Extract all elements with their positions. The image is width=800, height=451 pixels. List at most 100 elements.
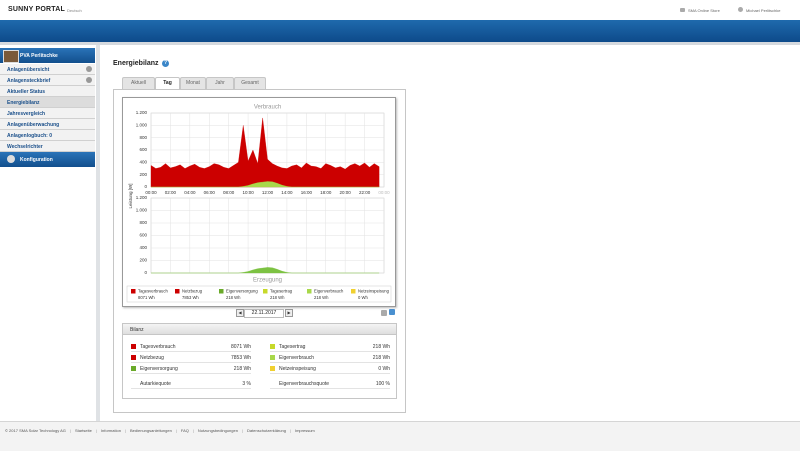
balance-swatch bbox=[131, 344, 136, 349]
menu-label: Anlagenlogbuch: 0 bbox=[7, 133, 52, 139]
balance-value: 8071 Wh bbox=[230, 344, 251, 350]
user-menu[interactable]: Michael Perlitschke bbox=[746, 8, 781, 13]
menu-item[interactable]: Aktueller Status bbox=[0, 86, 95, 97]
balance-row: Netzeinspeisung 0 Wh bbox=[270, 363, 390, 374]
x-tick-label: 00:00 bbox=[378, 190, 390, 195]
tab[interactable]: Monat bbox=[180, 77, 206, 89]
balance-label: Eigenversorgung bbox=[140, 366, 178, 372]
x-tick-label: 12:00 bbox=[262, 190, 274, 195]
language-select[interactable]: Deutsch bbox=[67, 8, 82, 13]
legend-label: Netzbezug bbox=[182, 289, 203, 294]
plant-photo bbox=[3, 50, 19, 63]
balance-header[interactable]: Bilanz bbox=[123, 324, 396, 335]
menu-item[interactable]: Wechselrichter bbox=[0, 141, 95, 152]
next-day[interactable]: ▶ bbox=[285, 309, 293, 317]
page-title: Energiebilanz bbox=[113, 60, 159, 67]
legend-value: 218 Wh bbox=[226, 295, 241, 300]
menu-label: Jahresvergleich bbox=[7, 111, 46, 117]
balance-row: Netzbezug 7853 Wh bbox=[131, 352, 251, 363]
balance-value: 0 Wh bbox=[378, 366, 390, 372]
footer-link[interactable]: Information bbox=[92, 428, 121, 433]
footer: © 2017 SMA Solar Technology AGStartseite… bbox=[0, 421, 800, 451]
footer-link[interactable]: FAQ bbox=[172, 428, 189, 433]
y-tick-label: 400 bbox=[139, 160, 147, 165]
export-icon[interactable] bbox=[389, 309, 395, 315]
y-tick-label: 1.000 bbox=[136, 123, 148, 128]
footer-link[interactable]: Nutzungsbedingungen bbox=[189, 428, 238, 433]
y-tick-label: 600 bbox=[139, 147, 147, 152]
store-link[interactable]: SMA Online Store bbox=[688, 8, 720, 13]
y-tick-label: 200 bbox=[139, 172, 147, 177]
balance-row: Eigenverbrauchsquote 100 % bbox=[270, 378, 390, 389]
balance-title: Bilanz bbox=[130, 327, 144, 333]
menu-item[interactable]: Anlagensteckbrief bbox=[0, 75, 95, 86]
tab[interactable]: Gesamt bbox=[234, 77, 266, 89]
y-tick-label: 0 bbox=[144, 270, 147, 275]
menu-item[interactable]: Anlagenüberwachung bbox=[0, 119, 95, 130]
tab[interactable]: Jahr bbox=[206, 77, 234, 89]
legend-value: 7853 Wh bbox=[182, 295, 199, 300]
x-tick-label: 10:00 bbox=[242, 190, 254, 195]
footer-link[interactable]: Startseite bbox=[66, 428, 92, 433]
date-field[interactable]: 22.11.2017 bbox=[244, 309, 284, 318]
header-band bbox=[0, 20, 800, 42]
balance-label: Tagesertrag bbox=[279, 344, 306, 350]
y-tick-label: 1.000 bbox=[136, 208, 148, 213]
y-tick-label: 600 bbox=[139, 233, 147, 238]
menu-label: Anlagenübersicht bbox=[7, 67, 50, 73]
balance-value: 100 % bbox=[375, 381, 390, 387]
plant-header[interactable]: PVA Perlitschke bbox=[0, 48, 95, 63]
footer-link[interactable]: Bedienungsanleitungen bbox=[121, 428, 172, 433]
balance-value: 3 % bbox=[242, 381, 251, 387]
balance-swatch bbox=[270, 355, 275, 360]
x-tick-label: 14:00 bbox=[281, 190, 293, 195]
config-header[interactable]: Konfiguration bbox=[0, 152, 95, 167]
balance-row: Autarkiequote 3 % bbox=[131, 378, 251, 389]
print-icon[interactable] bbox=[381, 310, 387, 316]
balance-label: Eigenverbrauch bbox=[279, 355, 315, 361]
user-icon bbox=[738, 7, 743, 12]
sidebar-divider bbox=[96, 45, 100, 422]
balance-row: Tagesertrag 218 Wh bbox=[270, 341, 390, 352]
balance-swatch bbox=[131, 355, 136, 360]
tab[interactable]: Tag bbox=[155, 77, 180, 90]
legend-swatch bbox=[131, 289, 136, 294]
area bbox=[151, 181, 380, 188]
menu-label: Anlagenüberwachung bbox=[7, 122, 60, 128]
menu-item[interactable]: Energiebilanz bbox=[0, 97, 95, 108]
x-tick-label: 02:00 bbox=[165, 190, 177, 195]
menu-label: Energiebilanz bbox=[7, 100, 40, 106]
balance-swatch bbox=[270, 366, 275, 371]
menu-item[interactable]: Anlagenlogbuch: 0 bbox=[0, 130, 95, 141]
legend-value: 8071 Wh bbox=[138, 295, 155, 300]
prev-day[interactable]: ◀ bbox=[236, 309, 244, 317]
balance-value: 7853 Wh bbox=[230, 355, 251, 361]
legend-value: 218 Wh bbox=[314, 295, 329, 300]
footer-link[interactable]: Datenschutzerklärung bbox=[238, 428, 286, 433]
legend-swatch bbox=[219, 289, 224, 294]
help-icon[interactable]: ? bbox=[162, 60, 169, 67]
menu-label: Wechselrichter bbox=[7, 144, 43, 150]
tab[interactable]: Aktuell bbox=[122, 77, 155, 89]
balance-label: Netzeinspeisung bbox=[279, 366, 316, 372]
balance-swatch bbox=[270, 344, 275, 349]
area bbox=[150, 117, 380, 188]
legend-swatch bbox=[175, 289, 180, 294]
y-tick-label: 800 bbox=[139, 135, 147, 140]
y-tick-label: 200 bbox=[139, 258, 147, 263]
logo[interactable]: SUNNY PORTAL bbox=[8, 6, 65, 13]
menu-icon bbox=[86, 77, 92, 83]
footer-link[interactable]: Impressum bbox=[286, 428, 315, 433]
balance-row: Eigenverbrauch 218 Wh bbox=[270, 352, 390, 363]
legend-label: Netzeinspeisung bbox=[358, 289, 390, 294]
legend-label: Tagesertrag bbox=[270, 289, 293, 294]
x-tick-label: 06:00 bbox=[204, 190, 216, 195]
legend-swatch bbox=[263, 289, 268, 294]
y-tick-label: 1.200 bbox=[136, 110, 148, 115]
x-tick-label: 22:00 bbox=[359, 190, 371, 195]
menu-item[interactable]: Anlagenübersicht bbox=[0, 64, 95, 75]
menu-item[interactable]: Jahresvergleich bbox=[0, 108, 95, 119]
config-label: Konfiguration bbox=[20, 157, 53, 163]
